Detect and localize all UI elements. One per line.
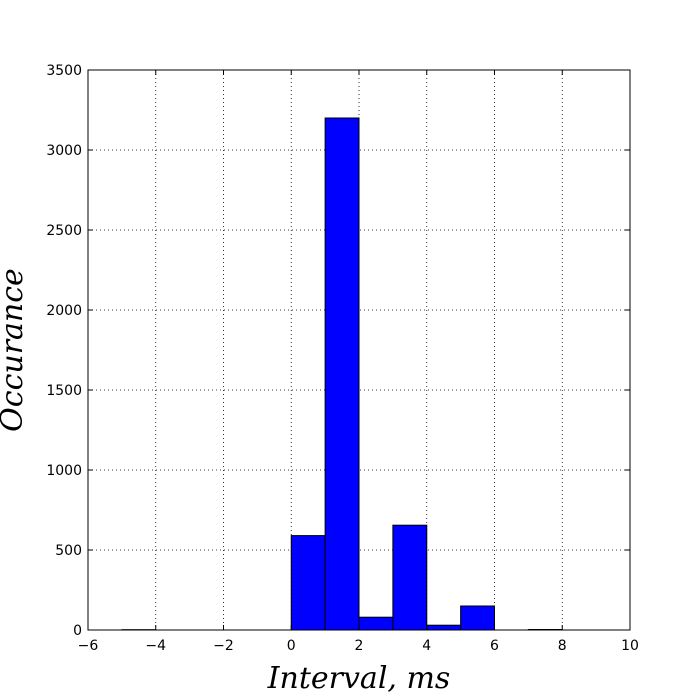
x-axis-label: Interval, ms [267,661,451,696]
y-tick-label: 1000 [46,463,82,479]
x-tick-label: −4 [145,638,166,654]
histogram-bar [290,535,326,631]
y-tick-label: 2500 [46,223,82,239]
y-tick-labels: 0 500 1000 1500 2000 2500 3000 3500 [46,63,82,639]
histogram-bar [358,616,394,631]
histogram-bar [392,524,428,631]
histogram-bar [460,605,495,631]
x-tick-label: 6 [490,638,499,654]
x-tick-label: 4 [422,638,431,654]
y-tick-label: 2000 [46,303,82,319]
y-axis-label: Occurance [0,268,30,432]
y-tick-label: 500 [55,543,82,559]
y-tick-label: 1500 [46,383,82,399]
histogram-bar [324,117,360,631]
x-tick-label: 0 [287,638,296,654]
y-tick-label: 3000 [46,143,82,159]
x-tick-label: 2 [355,638,364,654]
axis-ticks [87,69,631,631]
x-tick-label: 10 [621,638,639,654]
x-tick-label: 8 [558,638,567,654]
histogram-bar [426,624,462,631]
x-tick-labels: −6 −4 −2 0 2 4 6 8 10 [78,638,639,654]
y-tick-label: 3500 [46,63,82,79]
y-tick-label: 0 [73,623,82,639]
histogram-bars [121,117,563,631]
x-tick-label: −2 [213,638,234,654]
x-tick-label: −6 [78,638,99,654]
